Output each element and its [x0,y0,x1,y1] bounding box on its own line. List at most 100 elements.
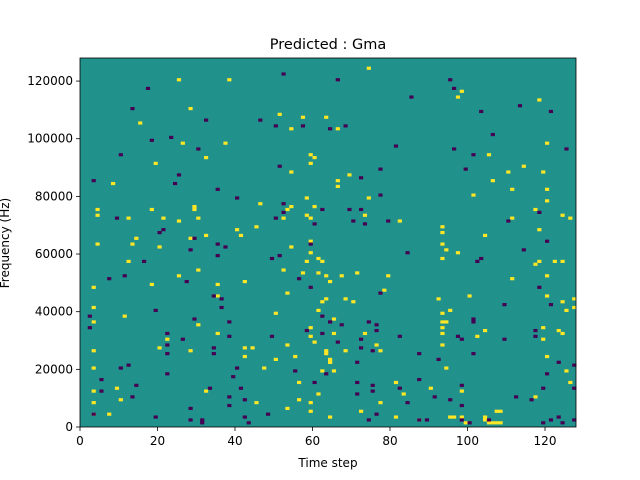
heatmap-cell-low [134,383,139,387]
heatmap-cell-high [440,331,445,336]
heatmap-cell-low [452,86,457,91]
heatmap-cell-high [545,294,550,298]
heatmap-cell-high [304,259,309,263]
heatmap-cell-high [486,153,492,157]
heatmap-cell-low [192,317,197,321]
heatmap-cell-high [320,300,325,304]
heatmap-cell-low [560,421,565,425]
heatmap-cell-high [440,242,445,246]
heatmap-cell-low [366,320,371,324]
x-tick-label: 20 [150,434,165,448]
heatmap-cell-high [397,219,402,223]
heatmap-cell-high [223,141,228,145]
heatmap-cell-low [188,406,193,410]
heatmap-cell-high [196,323,201,327]
heatmap-cell-high [312,340,317,344]
heatmap-cell-high [285,406,290,410]
heatmap-cell-high [440,230,445,235]
heatmap-cell-high [281,216,286,220]
heatmap-cell-high [339,274,344,278]
heatmap-cell-high [510,216,515,220]
heatmap-cell-low [351,219,356,223]
heatmap-cell-low [235,366,240,370]
heatmap-cell-low [320,331,325,336]
heatmap-cell-high [176,274,182,278]
y-tick-label: 60000 [35,247,73,261]
heatmap-cell-high [541,170,546,174]
heatmap-cell-high [300,115,306,119]
heatmap-cell-low [142,259,147,263]
heatmap-cell-low [448,398,453,402]
heatmap-cell-high [533,207,538,212]
heatmap-cell-low [517,104,523,108]
heatmap-cell-low [424,418,430,422]
heatmap-cell-high [440,225,445,229]
heatmap-cell-high [440,320,445,324]
heatmap-cell-high [238,233,244,238]
heatmap-cell-low [126,363,131,367]
heatmap-cell-high [308,153,313,157]
heatmap-cell-high [91,389,96,393]
heatmap-cell-high [324,349,329,353]
heatmap-cell-high [293,354,298,359]
heatmap-cell-high [262,366,267,370]
x-tick-label: 0 [76,434,84,448]
heatmap-cell-low [448,78,453,82]
heatmap-cell-high [335,179,340,183]
heatmap-cell-high [126,259,131,263]
heatmap-cell-low [343,124,348,128]
heatmap-cell-high [320,259,325,263]
heatmap-cell-high [204,156,209,160]
heatmap-cell-low [459,383,464,387]
heatmap-cell-low [537,210,542,214]
heatmap-cell-low [502,337,507,341]
heatmap-cell-high [351,300,356,304]
heatmap-cell-high [91,349,96,353]
heatmap-cell-high [91,305,96,310]
heatmap-cell-high [324,352,329,356]
heatmap-cell-low [370,383,375,387]
heatmap-cell-low [277,254,282,258]
heatmap-cell-high [285,343,290,347]
heatmap-cell-low [541,386,546,390]
heatmap-cell-low [219,305,224,310]
heatmap-cell-low [339,323,344,327]
heatmap-cell-high [91,401,96,405]
heatmap-cell-low [533,334,538,338]
heatmap-cell-low [300,124,306,128]
heatmap-cell-low [471,153,476,157]
heatmap-cell-low [91,179,96,183]
heatmap-cell-low [320,314,325,318]
x-axis-label: Time step [297,456,357,470]
heatmap-cell-high [316,271,321,275]
heatmap-cell-high [312,205,317,209]
heatmap-cell-high [308,251,313,255]
heatmap-cell-high [440,343,445,347]
heatmap-cell-low [545,239,550,243]
heatmap-cell-low [397,334,402,338]
heatmap-cell-high [130,242,135,246]
heatmap-cell-high [331,369,337,373]
heatmap-cell-high [324,274,329,278]
heatmap-cell-high [324,115,329,119]
heatmap-cell-high [316,256,321,261]
heatmap-cell-high [378,349,383,353]
heatmap-cell-low [122,274,127,278]
heatmap-cell-high [393,380,399,385]
heatmap-cell-low [99,377,104,382]
heatmap-cell-low [409,95,414,99]
heatmap-cell-low [87,314,92,318]
heatmap-cell-low [320,207,325,212]
heatmap-cell-low [347,207,352,212]
heatmap-cell-low [231,375,236,379]
heatmap-cell-low [359,346,364,350]
heatmap-cell-low [378,167,383,171]
heatmap-cell-high [126,216,131,220]
heatmap-cell-high [459,389,464,393]
heatmap-cell-high [490,179,495,183]
heatmap-cell-low [277,164,282,168]
heatmap-cell-low [374,412,379,416]
heatmap-cell-low [459,418,464,422]
heatmap-cell-high [138,121,143,125]
heatmap-cell-low [107,277,112,281]
